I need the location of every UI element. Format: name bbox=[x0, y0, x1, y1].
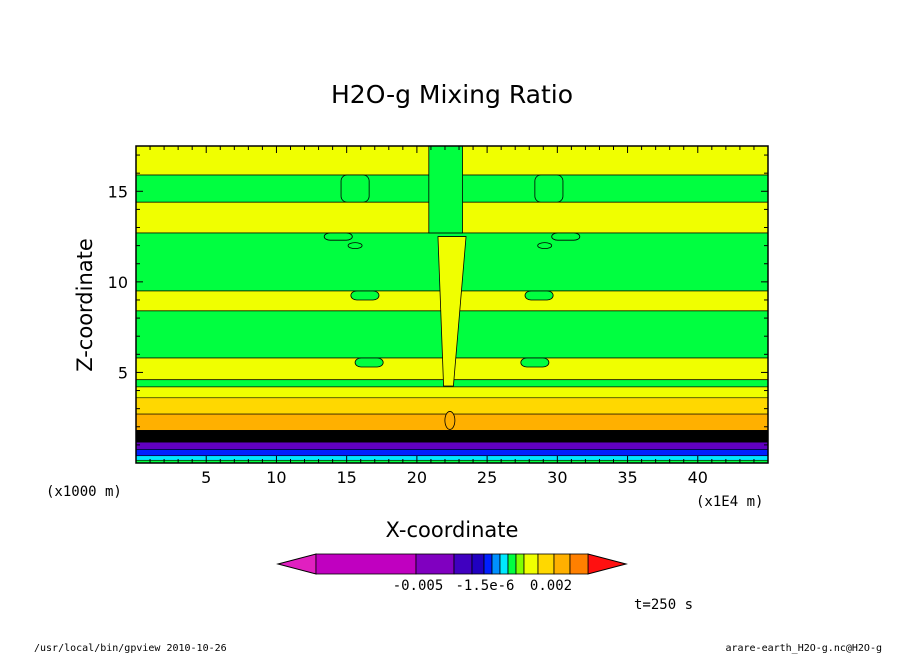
y-tick-labels: 5 10 15 bbox=[108, 182, 128, 382]
y-axis-label: Z-coordinate bbox=[73, 238, 97, 372]
colorbar-segment bbox=[483, 553, 493, 575]
y-tick-label: 5 bbox=[118, 363, 128, 382]
contour-layer bbox=[135, 397, 769, 415]
colorbar-segment bbox=[491, 553, 501, 575]
colorbar-arrow-right bbox=[587, 553, 628, 575]
y-unit-label: (x1000 m) bbox=[46, 484, 122, 500]
colorbar-segment bbox=[315, 553, 417, 575]
tick-marks bbox=[136, 146, 768, 463]
colorbar-tick-label: -0.005 bbox=[393, 578, 444, 594]
y-tick-label: 10 bbox=[108, 273, 128, 292]
x-unit-label: (x1E4 m) bbox=[696, 494, 763, 510]
band-lobe-right bbox=[524, 290, 554, 301]
time-label: t=250 s bbox=[634, 597, 693, 613]
band-lobe-right bbox=[551, 232, 581, 241]
colorbar-segment bbox=[537, 553, 555, 575]
contour-layer bbox=[135, 441, 769, 450]
x-tick-label: 30 bbox=[547, 468, 567, 487]
band-lobe-right bbox=[534, 174, 564, 203]
x-tick-label: 40 bbox=[688, 468, 708, 487]
x-tick-label: 10 bbox=[266, 468, 286, 487]
central-wedge-yellow bbox=[437, 236, 467, 387]
colorbar-tick-labels: -0.005 -1.5e-6 0.002 bbox=[393, 578, 572, 594]
colorbar-segment bbox=[515, 553, 525, 575]
x-tick-label: 15 bbox=[336, 468, 356, 487]
x-tick-labels: 5 10 15 20 25 30 35 40 bbox=[201, 468, 708, 487]
central-column-green bbox=[428, 145, 463, 234]
band-lobe-left bbox=[354, 357, 384, 368]
contour-blob bbox=[537, 242, 553, 250]
chart-title: H2O-g Mixing Ratio bbox=[331, 80, 573, 109]
colorbar-segment bbox=[553, 553, 571, 575]
footer-left: /usr/local/bin/gpview 2010-10-26 bbox=[34, 643, 227, 654]
central-perturbation bbox=[444, 411, 456, 430]
contour-layer bbox=[135, 455, 769, 461]
colorbar-segment bbox=[523, 553, 539, 575]
colorbar-arrow-left bbox=[276, 553, 317, 575]
y-tick-label: 15 bbox=[108, 182, 128, 201]
x-axis-label: X-coordinate bbox=[386, 518, 519, 542]
colorbar-tick-label: 0.002 bbox=[530, 578, 572, 594]
x-tick-label: 20 bbox=[407, 468, 427, 487]
band-lobe-left bbox=[350, 290, 380, 301]
contour-layer bbox=[135, 430, 769, 443]
x-tick-label: 35 bbox=[617, 468, 637, 487]
contour-blob bbox=[347, 242, 363, 250]
contour-layer bbox=[135, 449, 769, 457]
band-lobe-right bbox=[520, 357, 550, 368]
band-lobe-left bbox=[340, 174, 370, 203]
colorbar-segment bbox=[507, 553, 517, 575]
colorbar-segment bbox=[569, 553, 589, 575]
colorbar-segment bbox=[499, 553, 509, 575]
colorbar-segment bbox=[471, 553, 485, 575]
colorbar-tick-label: -1.5e-6 bbox=[455, 578, 514, 594]
plot-area bbox=[135, 145, 769, 464]
contour-layer bbox=[135, 386, 769, 399]
footer-right: arare-earth_H2O-g.nc@H2O-g bbox=[725, 643, 882, 654]
colorbar bbox=[276, 553, 628, 575]
band-lobe-left bbox=[323, 232, 353, 241]
plot-frame bbox=[135, 145, 769, 464]
x-tick-label: 5 bbox=[201, 468, 211, 487]
colorbar-segment bbox=[415, 553, 455, 575]
colorbar-segment bbox=[453, 553, 473, 575]
x-tick-label: 25 bbox=[477, 468, 497, 487]
